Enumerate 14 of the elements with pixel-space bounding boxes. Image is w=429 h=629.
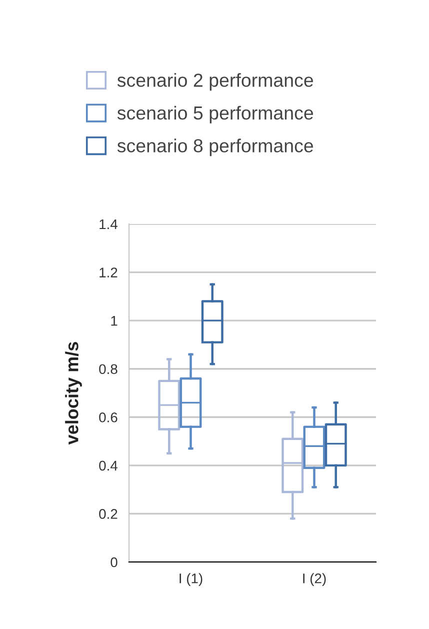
y-tick-label: 0.4 — [99, 460, 118, 471]
x-tick-label: I (2) — [303, 573, 326, 586]
y-tick-label: 1.2 — [100, 268, 118, 278]
y-tick-label: 0.6 — [99, 412, 118, 422]
y-tick-label: 1 — [111, 316, 118, 326]
legend-label: scenario 2 performance — [117, 73, 314, 91]
y-tick-label: 0 — [110, 557, 118, 568]
legend-label: scenario 8 performance — [117, 138, 314, 156]
y-tick-label: 0.2 — [99, 509, 118, 519]
y-tick-label: 0.8 — [99, 364, 118, 374]
y-tick-label: 1.4 — [100, 219, 118, 230]
y-axis-title: velocity m/s — [65, 342, 82, 445]
legend-label: scenario 5 performance — [117, 106, 314, 124]
x-tick-label: I (1) — [180, 573, 202, 586]
